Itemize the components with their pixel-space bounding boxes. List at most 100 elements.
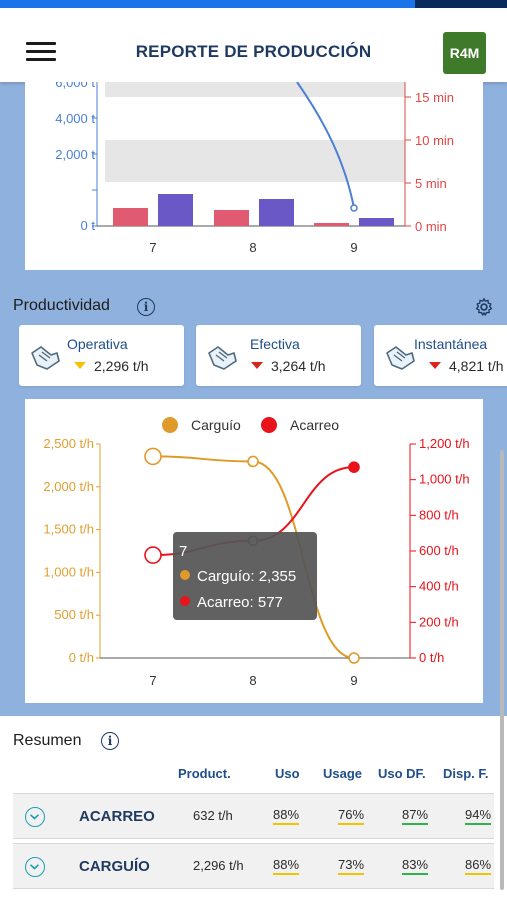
hand-gauge-icon (208, 346, 237, 370)
tooltip-marker-carguio (180, 570, 190, 580)
trend-down-icon (429, 362, 441, 369)
info-icon[interactable]: i (137, 298, 155, 316)
table-row[interactable]: ACARREO 632 t/h 88% 76% 87% 94% (13, 793, 494, 839)
row-disp-f: 94% (465, 807, 492, 825)
status-pill (415, 0, 507, 8)
left-tick: 1,500 t/h (43, 522, 94, 537)
trend-down-icon (74, 362, 86, 369)
kpi-value: 2,296 t/h (94, 358, 149, 374)
resumen-title: Resumen (13, 732, 82, 749)
legend-carguio[interactable]: Carguío (191, 417, 241, 433)
resumen-panel: Resumen i Product. Uso Usage Uso DF. Dis… (0, 716, 507, 900)
row-uso-df: 87% (402, 807, 429, 825)
right-tick: 800 t/h (419, 507, 459, 522)
col-header-usage: Usage (323, 766, 363, 781)
x-tick-9: 9 (350, 240, 357, 255)
kpi-card-operativa[interactable]: Operativa 2,296 t/h (19, 325, 184, 386)
kpi-value: 3,264 t/h (271, 358, 326, 374)
kpi-title: Efectiva (250, 336, 300, 352)
left-tick-4000: 4,000 t (55, 111, 95, 126)
x-tick: 7 (149, 673, 156, 688)
tooltip-line-acarreo: Acarreo: 577 (197, 594, 283, 611)
table-row[interactable]: CARGUÍO 2,296 t/h 88% 73% 83% 86% (13, 843, 494, 889)
bar-8-purple (259, 199, 294, 226)
row-uso: 88% (273, 807, 300, 825)
legend-acarreo[interactable]: Acarreo (290, 417, 339, 433)
right-tick: 1,000 t/h (419, 472, 470, 487)
bar-8-red (214, 210, 249, 226)
row-product: 632 t/h (193, 808, 233, 823)
chevron-down-icon[interactable] (25, 857, 45, 877)
page-title: REPORTE DE PRODUCCIÓN (135, 42, 372, 61)
right-tick-5: 5 min (415, 176, 447, 191)
data-point-carguio-8[interactable] (247, 455, 259, 468)
left-tick-0: 0 t (81, 218, 96, 233)
kpi-value: 4,821 t/h (449, 358, 504, 374)
bar-9-red (314, 223, 349, 226)
kpi-card-instantanea[interactable]: Instantánea 4,821 t/h (374, 325, 507, 386)
bar-9-purple (359, 218, 394, 226)
tooltip-line-carguio: Carguío: 2,355 (197, 568, 296, 585)
right-tick-10: 10 min (415, 133, 454, 148)
x-tick: 8 (249, 673, 256, 688)
menu-icon[interactable] (26, 42, 56, 62)
left-tick: 1,000 t/h (43, 564, 94, 579)
legend-marker-carguio (162, 417, 178, 433)
x-tick: 9 (350, 673, 357, 688)
kpi-carousel[interactable]: Operativa 2,296 t/h Efectiva 3,264 t/h I… (0, 320, 507, 392)
right-tick: 200 t/h (419, 614, 459, 629)
productividad-chart[interactable]: Carguío Acarreo 2,500 t/h 2,000 t/h 1,50… (25, 399, 483, 703)
productividad-title: Productividad (13, 297, 110, 314)
time-line (296, 81, 355, 209)
left-tick: 500 t/h (54, 607, 94, 622)
right-tick-0: 0 min (415, 219, 447, 234)
tooltip-title: 7 (179, 543, 187, 560)
right-tick: 1,200 t/h (419, 436, 470, 451)
time-point (350, 204, 358, 212)
col-header-product: Product. (178, 766, 231, 781)
left-tick-2000: 2,000 t (55, 147, 95, 162)
left-tick: 0 t/h (69, 650, 94, 665)
right-tick-15: 15 min (415, 90, 454, 105)
trend-down-icon (251, 362, 263, 369)
data-point-acarreo-7[interactable] (144, 546, 162, 564)
data-point-acarreo-9[interactable] (348, 461, 360, 473)
gear-icon[interactable] (474, 297, 494, 317)
production-chart-card: 6,000 t 4,000 t 2,000 t 0 t 15 min 10 mi… (25, 75, 483, 270)
bar-7-red (113, 208, 148, 226)
legend-marker-acarreo (261, 417, 277, 433)
status-bar (0, 0, 507, 8)
row-uso-df: 83% (402, 857, 429, 875)
x-tick-7: 7 (149, 240, 156, 255)
right-tick: 400 t/h (419, 579, 459, 594)
info-icon[interactable]: i (101, 732, 119, 750)
row-usage: 73% (338, 857, 365, 875)
production-chart: 6,000 t 4,000 t 2,000 t 0 t 15 min 10 mi… (55, 75, 454, 255)
row-name: ACARREO (79, 808, 155, 825)
hand-gauge-icon (31, 346, 60, 370)
brand-logo: R4M (443, 32, 486, 74)
row-disp-f: 86% (465, 857, 492, 875)
row-name: CARGUÍO (79, 858, 150, 875)
right-tick: 600 t/h (419, 543, 459, 558)
scrollbar[interactable] (500, 450, 504, 890)
col-header-uso: Uso (275, 766, 300, 781)
data-point-carguio-9[interactable] (348, 652, 360, 664)
left-tick: 2,500 t/h (43, 436, 94, 451)
hand-gauge-icon (386, 346, 415, 370)
left-tick: 2,000 t/h (43, 479, 94, 494)
legend[interactable]: Carguío Acarreo (162, 417, 339, 433)
col-header-disp-f: Disp. F. (443, 766, 489, 781)
kpi-card-efectiva[interactable]: Efectiva 3,264 t/h (196, 325, 361, 386)
productividad-chart-card: Carguío Acarreo 2,500 t/h 2,000 t/h 1,50… (25, 399, 483, 703)
right-tick: 0 t/h (419, 650, 444, 665)
x-tick-8: 8 (249, 240, 256, 255)
series-line-carguio (152, 455, 355, 659)
kpi-title: Operativa (67, 336, 128, 352)
tooltip: 7 Carguío: 2,355 Acarreo: 577 (173, 532, 317, 620)
row-uso: 88% (273, 857, 300, 875)
col-header-uso-df: Uso DF. (378, 766, 426, 781)
row-usage: 76% (338, 807, 365, 825)
data-point-carguio-7[interactable] (144, 447, 162, 466)
chevron-down-icon[interactable] (25, 807, 45, 827)
